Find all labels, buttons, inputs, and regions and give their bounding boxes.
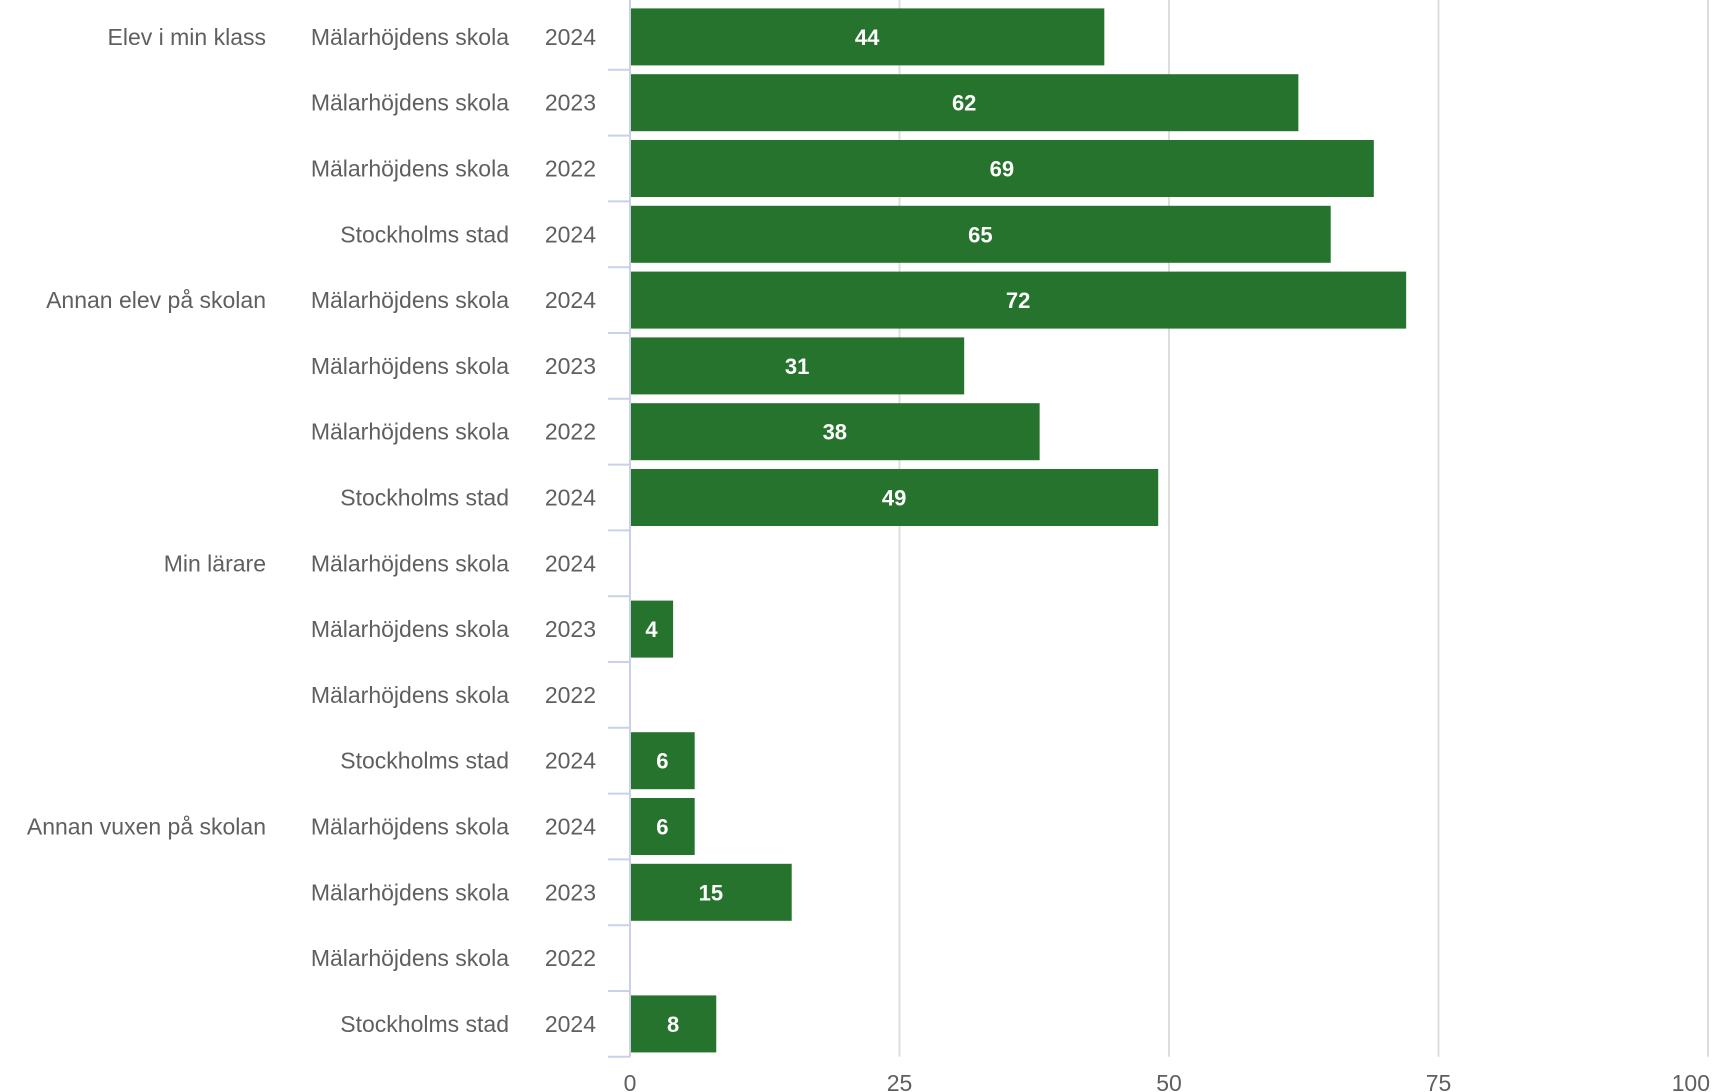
data-label: 38 — [823, 420, 847, 445]
category-label: Mälarhöjdens skola — [311, 90, 509, 116]
year-label: 2022 — [545, 156, 596, 182]
year-label: 2023 — [545, 879, 596, 905]
category-label: Mälarhöjdens skola — [311, 353, 509, 379]
year-label: 2023 — [545, 616, 596, 642]
data-label: 6 — [656, 749, 668, 774]
year-label: 2024 — [545, 550, 596, 576]
year-label: 2023 — [545, 90, 596, 116]
category-label: Mälarhöjdens skola — [311, 879, 509, 905]
category-label: Stockholms stad — [340, 748, 509, 774]
category-label: Mälarhöjdens skola — [311, 419, 509, 445]
bar — [631, 798, 695, 855]
category-label: Mälarhöjdens skola — [311, 945, 509, 971]
category-label: Mälarhöjdens skola — [311, 550, 509, 576]
year-label: 2024 — [545, 221, 596, 247]
bar — [631, 469, 1159, 526]
group-label: Annan elev på skolan — [46, 287, 266, 313]
category-label: Stockholms stad — [340, 221, 509, 247]
category-label: Mälarhöjdens skola — [311, 682, 509, 708]
bar — [631, 337, 965, 395]
data-label: 8 — [667, 1012, 679, 1037]
bar — [631, 205, 1331, 263]
bar — [631, 863, 792, 921]
bar-layer: 44 62 69 65 72 31 38 49 4 6 6 15 8 — [631, 8, 1407, 1053]
group-label: Min lärare — [164, 550, 266, 576]
bar — [631, 271, 1407, 329]
data-label: 44 — [855, 25, 880, 50]
x-tick-label: 25 — [887, 1070, 913, 1092]
bar — [631, 600, 674, 658]
x-tick-label: 75 — [1426, 1070, 1452, 1092]
bar — [631, 8, 1105, 66]
category-label: Mälarhöjdens skola — [311, 616, 509, 642]
data-label: 6 — [656, 815, 668, 840]
year-label: 2024 — [545, 24, 596, 50]
bar — [631, 403, 1040, 461]
category-label: Mälarhöjdens skola — [311, 814, 509, 840]
group-label: Annan vuxen på skolan — [27, 814, 266, 840]
year-label: 2024 — [545, 1011, 596, 1037]
bar — [631, 140, 1374, 197]
data-label: 31 — [785, 354, 809, 379]
x-tick-label: 0 — [624, 1070, 637, 1092]
year-label: 2024 — [545, 287, 596, 313]
data-label: 62 — [952, 91, 976, 116]
year-label: 2024 — [545, 485, 596, 511]
data-label: 4 — [645, 617, 658, 642]
category-label: Stockholms stad — [340, 485, 509, 511]
category-label: Mälarhöjdens skola — [311, 287, 509, 313]
bar — [631, 732, 695, 790]
bar — [631, 74, 1299, 132]
bar — [631, 995, 717, 1053]
data-label: 15 — [699, 880, 723, 905]
data-label: 49 — [882, 486, 906, 511]
category-label: Mälarhöjdens skola — [311, 24, 509, 50]
x-tick-label: 100 — [1672, 1070, 1710, 1092]
year-label: 2022 — [545, 419, 596, 445]
group-label: Elev i min klass — [108, 24, 266, 50]
data-label: 69 — [990, 157, 1014, 182]
category-label: Mälarhöjdens skola — [311, 156, 509, 182]
label-layer: Elev i min klass Mälarhöjdens skola 2024 Mä… — [27, 24, 596, 1037]
year-label: 2022 — [545, 945, 596, 971]
axis-layer: 0 25 50 75 100 — [608, 0, 1710, 1092]
x-tick-label: 50 — [1156, 1070, 1182, 1092]
year-label: 2022 — [545, 682, 596, 708]
category-label: Stockholms stad — [340, 1011, 509, 1037]
year-label: 2023 — [545, 353, 596, 379]
year-label: 2024 — [545, 814, 596, 840]
data-label: 72 — [1006, 288, 1030, 313]
year-label: 2024 — [545, 748, 596, 774]
data-label: 65 — [968, 222, 992, 247]
